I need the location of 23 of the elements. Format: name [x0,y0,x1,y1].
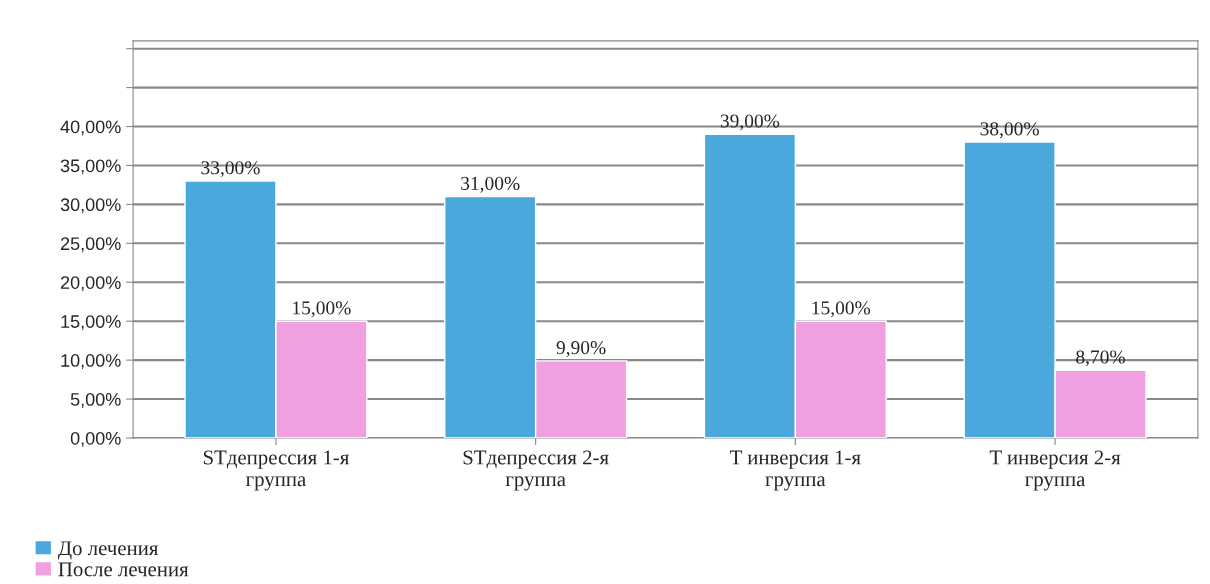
data-label: 33,00% [201,161,260,178]
data-label: 15,00% [293,301,351,318]
legend-label: После лечения [58,562,189,577]
x-tick-label: T инверсия 2-я группа [989,450,1121,491]
data-label: 9,90% [556,341,606,357]
x-tick-label: T инверсия 1-я группа [730,450,861,491]
y-tick-label: 0,00% [70,431,121,447]
y-tick-label: 15,00% [61,315,121,331]
y-tick-label: 40,00% [60,120,121,136]
x-tick-label: STдепрессия 1-я группа [203,450,349,491]
y-tick-label: 25,00% [60,237,121,253]
data-label: 31,00% [461,176,520,193]
legend-label: До лечения [58,541,159,560]
x-tick-label: STдепрессия 2-я группа [463,450,609,491]
data-label: 38,00% [980,122,1039,139]
data-label: 39,00% [720,114,780,131]
y-tick-label: 10,00% [61,354,121,369]
y-tick-label: 5,00% [70,393,121,408]
data-label: 15,00% [812,301,871,318]
y-tick-label: 30,00% [60,198,121,214]
data-label: 8,70% [1076,350,1125,367]
y-tick-label: 35,00% [60,159,121,175]
y-tick-label: 20,00% [60,276,121,292]
